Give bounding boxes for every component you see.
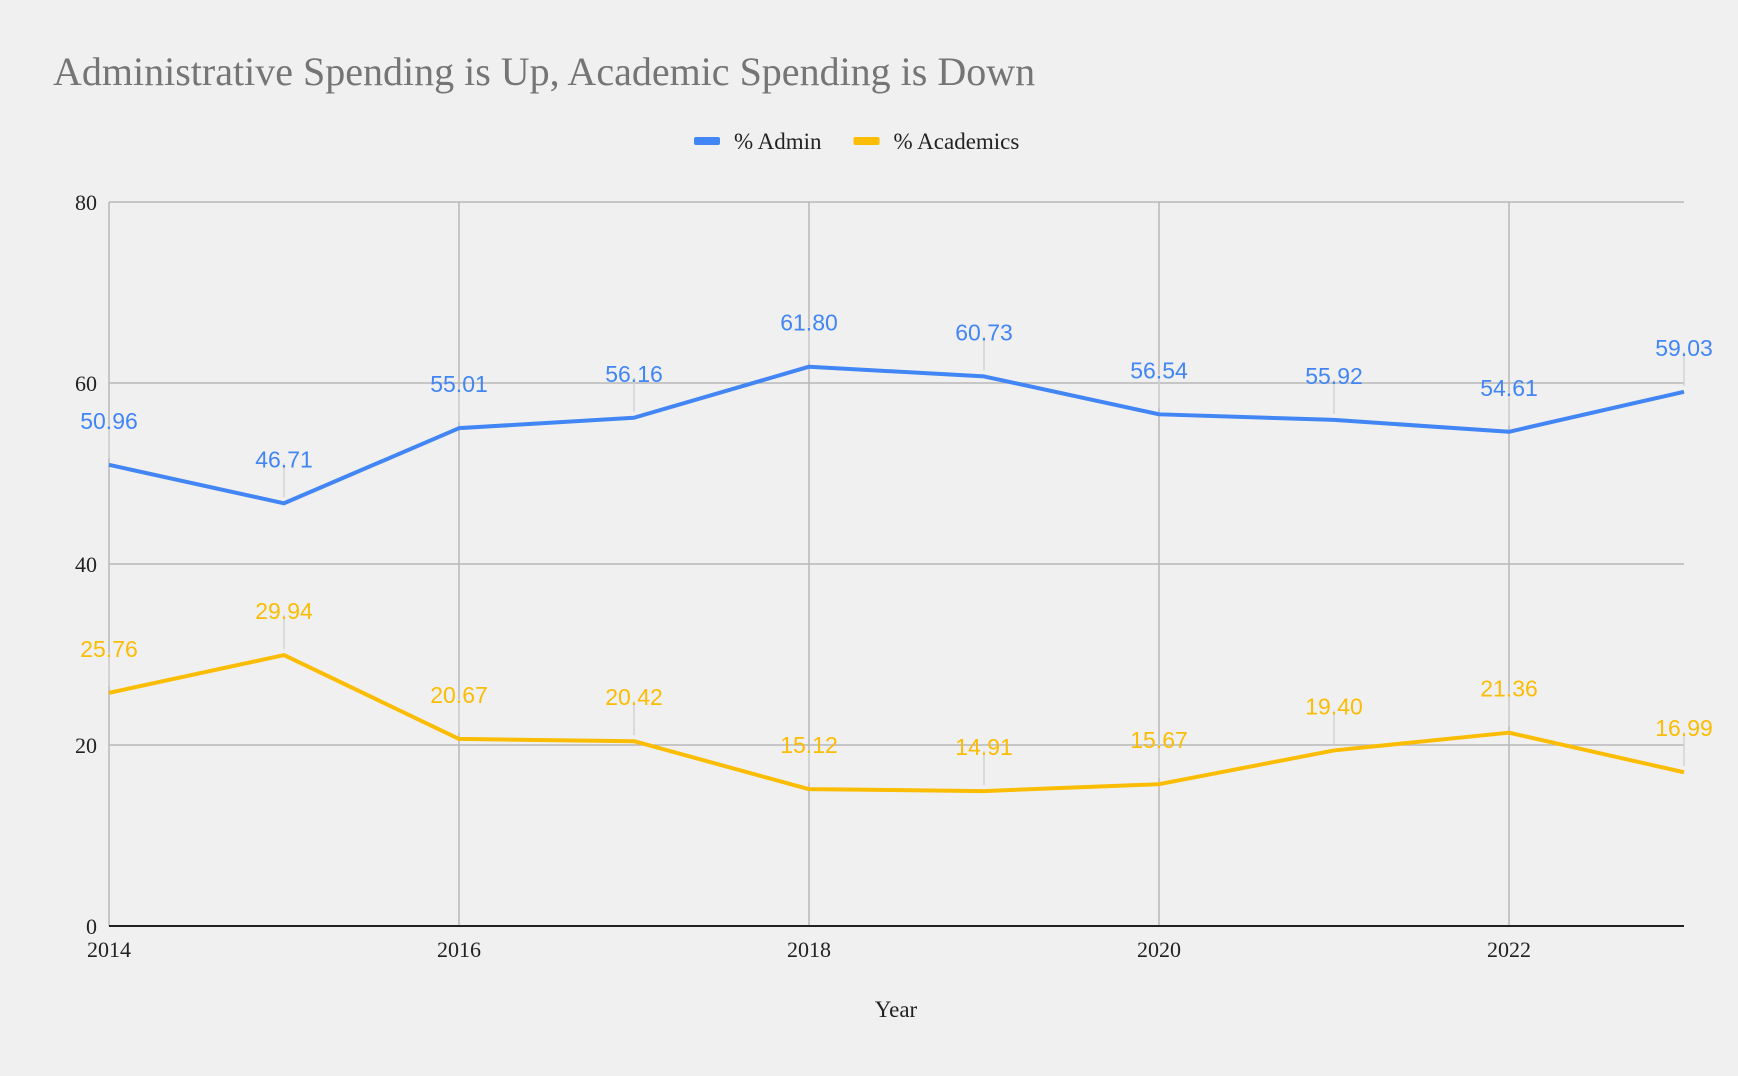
data-label: 54.61 <box>1480 375 1538 401</box>
legend-label-1: % Admin <box>734 129 822 154</box>
data-label: 56.54 <box>1130 357 1188 383</box>
data-label: 55.01 <box>430 371 488 397</box>
data-label: 15.67 <box>1130 727 1188 753</box>
x-axis-title: Year <box>875 997 918 1022</box>
data-label: 59.03 <box>1655 335 1713 361</box>
legend: % Admin % Academics <box>694 129 1019 154</box>
data-label: 61.80 <box>780 310 838 336</box>
data-label: 19.40 <box>1305 693 1363 719</box>
data-label: 21.36 <box>1480 676 1538 702</box>
data-labels: 50.96 46.71 55.01 56.16 61.80 60.73 56.54 55.92… <box>80 310 1713 786</box>
data-label: 20.67 <box>430 682 488 708</box>
y-tick-label: 20 <box>75 733 97 758</box>
legend-label-2: % Academics <box>894 129 1020 154</box>
x-tick-label: 2018 <box>787 937 831 962</box>
axes: 0 20 40 60 80 2014 2016 2018 2020 2022 <box>75 190 1684 962</box>
chart-title: Administrative Spending is Up, Academic … <box>53 49 1035 94</box>
y-tick-label: 40 <box>75 552 97 577</box>
series-line-1 <box>108 364 1685 506</box>
series-line-2 <box>108 653 1685 794</box>
data-label: 25.76 <box>80 636 138 662</box>
data-label: 16.99 <box>1655 715 1713 741</box>
x-tick-label: 2016 <box>437 937 481 962</box>
data-label: 15.12 <box>780 732 838 758</box>
data-label: 46.71 <box>255 446 313 472</box>
data-label: 20.42 <box>605 684 663 710</box>
data-label: 55.92 <box>1305 363 1363 389</box>
legend-swatch-2 <box>853 137 880 145</box>
y-tick-label: 80 <box>75 190 97 215</box>
data-label: 60.73 <box>955 319 1013 345</box>
grid <box>108 201 1684 926</box>
x-tick-label: 2020 <box>1137 937 1181 962</box>
legend-swatch-1 <box>694 137 720 145</box>
data-label: 50.96 <box>80 408 138 434</box>
series-lines <box>108 364 1685 794</box>
x-tick-label: 2022 <box>1487 937 1531 962</box>
x-tick-label: 2014 <box>87 937 131 962</box>
data-label: 29.94 <box>255 598 313 624</box>
y-tick-label: 0 <box>86 914 97 939</box>
data-label: 56.16 <box>605 361 663 387</box>
data-label: 14.91 <box>955 734 1013 760</box>
y-tick-label: 60 <box>75 371 97 396</box>
